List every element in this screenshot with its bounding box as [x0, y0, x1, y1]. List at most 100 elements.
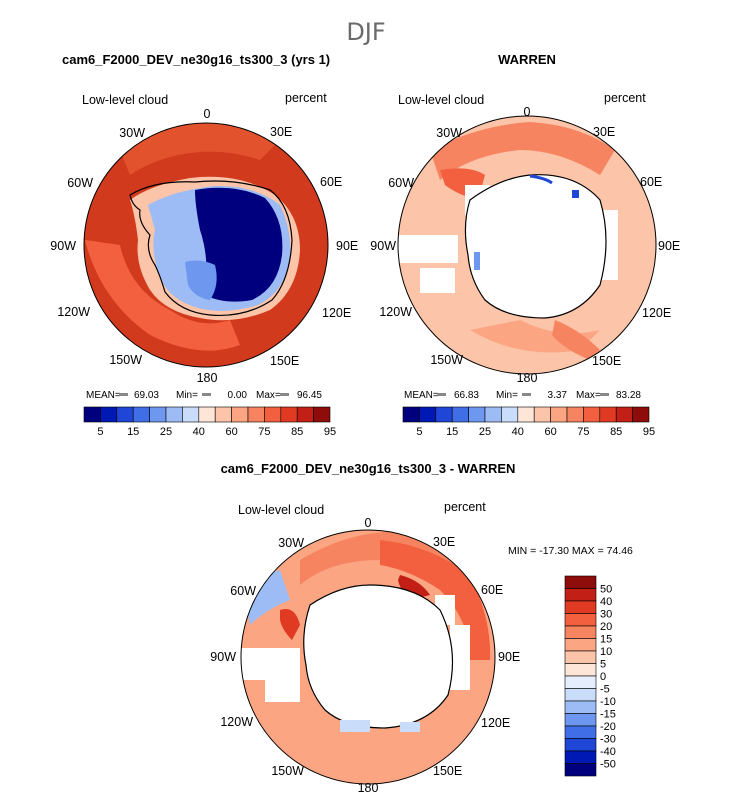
map-fill-negative: [245, 570, 290, 625]
colorbar-swatch: [533, 406, 551, 423]
map-boundary: [397, 115, 657, 375]
colorbar-swatch: [419, 406, 437, 423]
colorbar-tick-label: 15: [600, 634, 612, 646]
colorbar-tick-label: 25: [479, 426, 491, 438]
map-fill-antarctica: [303, 585, 453, 728]
colorbar-swatch: [564, 638, 597, 652]
colorbar-swatch: [583, 406, 601, 423]
colorbar-swatch: [564, 625, 597, 639]
stats-line: MEAN= 69.03 Min= 0.00 Max= 96.45: [86, 390, 322, 401]
colorbar-swatch: [550, 406, 568, 423]
lon-label: 60E: [320, 175, 342, 189]
lon-label: 0: [524, 105, 531, 119]
colorbar-tick-label: 85: [610, 426, 622, 438]
colorbar-swatch: [280, 406, 298, 423]
colorbar-tick-label: 10: [600, 646, 612, 658]
colorbar-swatch: [468, 406, 486, 423]
panel-model: cam6_F2000_DEV_ne30g16_ts300_3 (yrs 1) L…: [50, 52, 358, 438]
lon-label: 60W: [230, 584, 256, 598]
lon-label: 90W: [210, 650, 236, 664]
colorbar-swatch: [632, 406, 650, 423]
colorbar-tick-label: 15: [127, 426, 139, 438]
map-fill-negative: [340, 720, 370, 732]
stat-mean-value: 66.83: [454, 390, 479, 401]
lon-label: 150W: [430, 353, 463, 367]
lon-label: 90E: [658, 239, 680, 253]
colorbar-swatch: [100, 406, 118, 423]
map-missing: [450, 625, 470, 690]
lon-label: 30E: [270, 125, 292, 139]
lon-label: 90W: [50, 239, 76, 253]
map-fill-negative: [400, 722, 420, 732]
stat-min-value: 3.37: [548, 390, 568, 401]
colorbar-tick-label: 0: [600, 671, 606, 683]
colorbar-tick-label: 40: [600, 596, 612, 608]
lon-label: 30E: [433, 535, 455, 549]
lon-label: 180: [358, 781, 379, 795]
colorbar-swatch: [564, 725, 597, 739]
lon-label: 150E: [270, 354, 299, 368]
coastline: [464, 174, 607, 319]
colorbar-tick-label: 75: [577, 426, 589, 438]
longitude-labels: 0 30E 60E 90E 120E 150E 180 150W 120W 90…: [50, 107, 358, 385]
colorbar-tick-label: 95: [324, 426, 336, 438]
colorbar-swatch: [564, 675, 597, 689]
colorbar-tick-label: 30: [600, 609, 612, 621]
colorbar-tick-label: 5: [416, 426, 422, 438]
colorbar-swatch: [313, 406, 331, 423]
stat-sep: [437, 393, 446, 396]
map-boundary: [240, 529, 496, 785]
stat-sep: [600, 393, 609, 396]
colorbar-tick-label: 15: [446, 426, 458, 438]
colorbar-swatch: [564, 600, 597, 614]
map-fill-band: [120, 123, 280, 175]
colorbar-tick-label: -30: [600, 734, 616, 746]
stat-min-label: Min=: [496, 390, 518, 401]
colorbar-swatch: [564, 713, 597, 727]
lon-label: 120W: [220, 715, 253, 729]
stat-sep: [522, 393, 531, 396]
colorbar-tick-label: -5: [600, 684, 610, 696]
lon-label: 120E: [322, 306, 351, 320]
colorbar-swatch: [402, 406, 420, 423]
colorbar-swatch: [564, 575, 597, 589]
lon-label: 120W: [57, 305, 90, 319]
colorbar-tick-label: 40: [193, 426, 205, 438]
coastline: [129, 180, 293, 317]
map-missing: [265, 680, 300, 702]
colorbar-swatch: [83, 406, 101, 423]
longitude-labels: 0 30E 60E 90E 120E 150E 180 150W 120W 90…: [210, 516, 520, 795]
stat-sep: [280, 393, 289, 396]
map-fill-antarctica: [195, 187, 283, 302]
colorbar-swatch: [564, 688, 597, 702]
lon-label: 60E: [640, 175, 662, 189]
coastline: [303, 584, 454, 729]
colorbar-model: 5 15 25 40 60 75 85 95: [83, 406, 336, 438]
map-fill-patch: [529, 174, 553, 185]
lon-label: 150W: [271, 764, 304, 778]
panel-model-title: cam6_F2000_DEV_ne30g16_ts300_3 (yrs 1): [62, 52, 330, 67]
colorbar-swatch: [564, 750, 597, 764]
panel-diff: cam6_F2000_DEV_ne30g16_ts300_3 - WARREN …: [210, 461, 633, 795]
stat-max-value: 96.45: [297, 390, 322, 401]
panel-model-variable-label: Low-level cloud: [82, 93, 168, 107]
stat-mean-label: MEAN=: [404, 390, 439, 401]
lon-label: 150E: [433, 764, 462, 778]
colorbar-swatch: [615, 406, 633, 423]
lon-label: 90E: [498, 650, 520, 664]
lon-label: 120E: [481, 716, 510, 730]
lon-label: 90E: [336, 239, 358, 253]
lon-label: 0: [204, 107, 211, 121]
lon-label: 0: [365, 516, 372, 530]
map-missing: [241, 648, 300, 680]
stats-line: MEAN= 66.83 Min= 3.37 Max= 83.28: [404, 390, 641, 401]
colorbar-swatch: [564, 588, 597, 602]
lon-label: 30E: [593, 125, 615, 139]
colorbar-swatch: [132, 406, 150, 423]
colorbar-swatch: [484, 406, 502, 423]
colorbar-tick-label: 40: [512, 426, 524, 438]
colorbar-tick-label: 50: [600, 584, 612, 596]
map-fill-band: [430, 122, 615, 180]
colorbar-swatch: [564, 738, 597, 752]
